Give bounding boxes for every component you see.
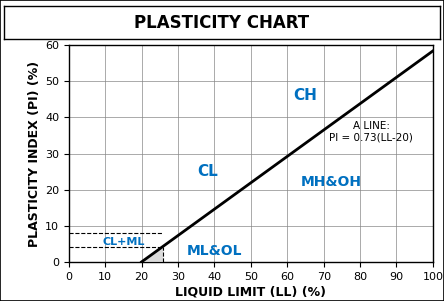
Text: PLASTICITY CHART: PLASTICITY CHART xyxy=(135,14,309,32)
Text: MH&OH: MH&OH xyxy=(301,175,361,189)
Text: CL+ML: CL+ML xyxy=(102,237,145,247)
Text: ML&OL: ML&OL xyxy=(186,244,242,258)
Polygon shape xyxy=(142,247,163,262)
Text: CL: CL xyxy=(197,164,218,179)
Y-axis label: PLASTICITY INDEX (PI) (%): PLASTICITY INDEX (PI) (%) xyxy=(28,61,41,247)
Text: CH: CH xyxy=(293,88,317,103)
Text: A LINE:
PI = 0.73(LL-20): A LINE: PI = 0.73(LL-20) xyxy=(329,121,413,143)
X-axis label: LIQUID LIMIT (LL) (%): LIQUID LIMIT (LL) (%) xyxy=(175,286,326,299)
